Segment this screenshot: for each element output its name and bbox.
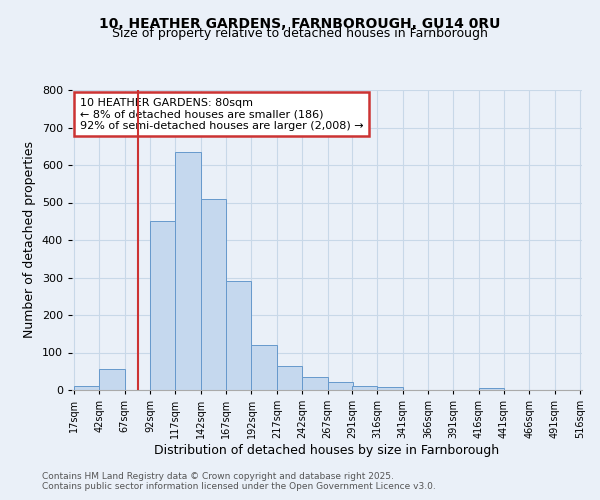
Bar <box>377 387 403 390</box>
Text: 10 HEATHER GARDENS: 80sqm
← 8% of detached houses are smaller (186)
92% of semi-: 10 HEATHER GARDENS: 80sqm ← 8% of detach… <box>80 98 363 130</box>
Bar <box>226 281 251 390</box>
Bar <box>352 386 377 390</box>
Bar <box>328 382 353 390</box>
Bar <box>251 345 277 390</box>
Text: Contains HM Land Registry data © Crown copyright and database right 2025.: Contains HM Land Registry data © Crown c… <box>42 472 394 481</box>
Bar <box>479 388 504 390</box>
Text: Contains public sector information licensed under the Open Government Licence v3: Contains public sector information licen… <box>42 482 436 491</box>
Bar <box>302 377 328 390</box>
Bar <box>175 152 201 390</box>
Y-axis label: Number of detached properties: Number of detached properties <box>23 142 36 338</box>
Bar <box>277 366 302 390</box>
Text: 10, HEATHER GARDENS, FARNBOROUGH, GU14 0RU: 10, HEATHER GARDENS, FARNBOROUGH, GU14 0… <box>100 18 500 32</box>
X-axis label: Distribution of detached houses by size in Farnborough: Distribution of detached houses by size … <box>154 444 500 457</box>
Bar <box>201 198 226 390</box>
Text: Size of property relative to detached houses in Farnborough: Size of property relative to detached ho… <box>112 28 488 40</box>
Bar <box>150 221 175 390</box>
Bar <box>100 368 125 390</box>
Bar <box>74 386 100 390</box>
